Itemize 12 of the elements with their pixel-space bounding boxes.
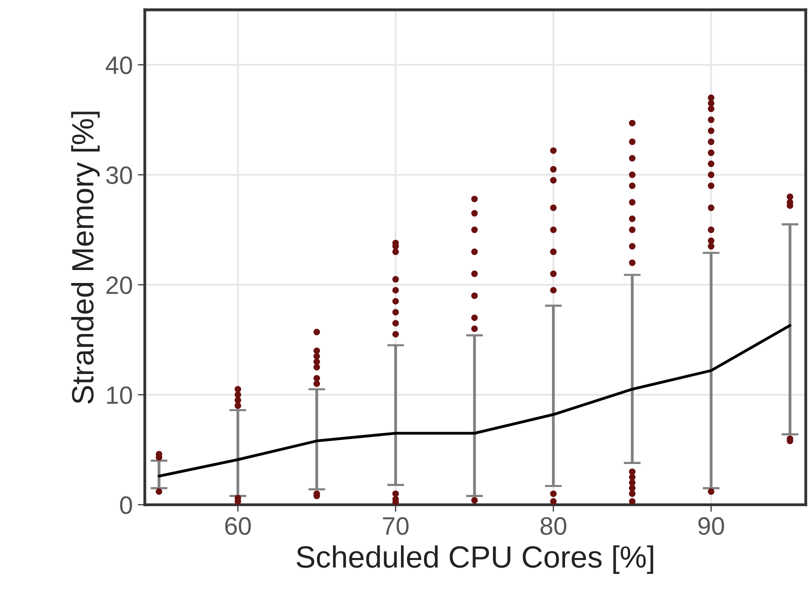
y-tick-label: 10 <box>107 386 132 404</box>
y-axis-title: Stranded Memory [%] <box>71 112 100 404</box>
x-axis-title: Scheduled CPU Cores [%] <box>296 545 654 574</box>
x-tick-label: 70 <box>383 517 409 535</box>
y-tick-label: 30 <box>106 166 132 184</box>
x-tick-label: 60 <box>225 517 251 535</box>
y-tick-label: 0 <box>120 496 132 514</box>
line-series <box>158 324 792 478</box>
y-tick-label: 40 <box>106 56 132 74</box>
y-tick-label: 20 <box>106 276 132 294</box>
x-tick-label: 80 <box>540 517 566 535</box>
x-tick-label: 90 <box>698 517 724 535</box>
